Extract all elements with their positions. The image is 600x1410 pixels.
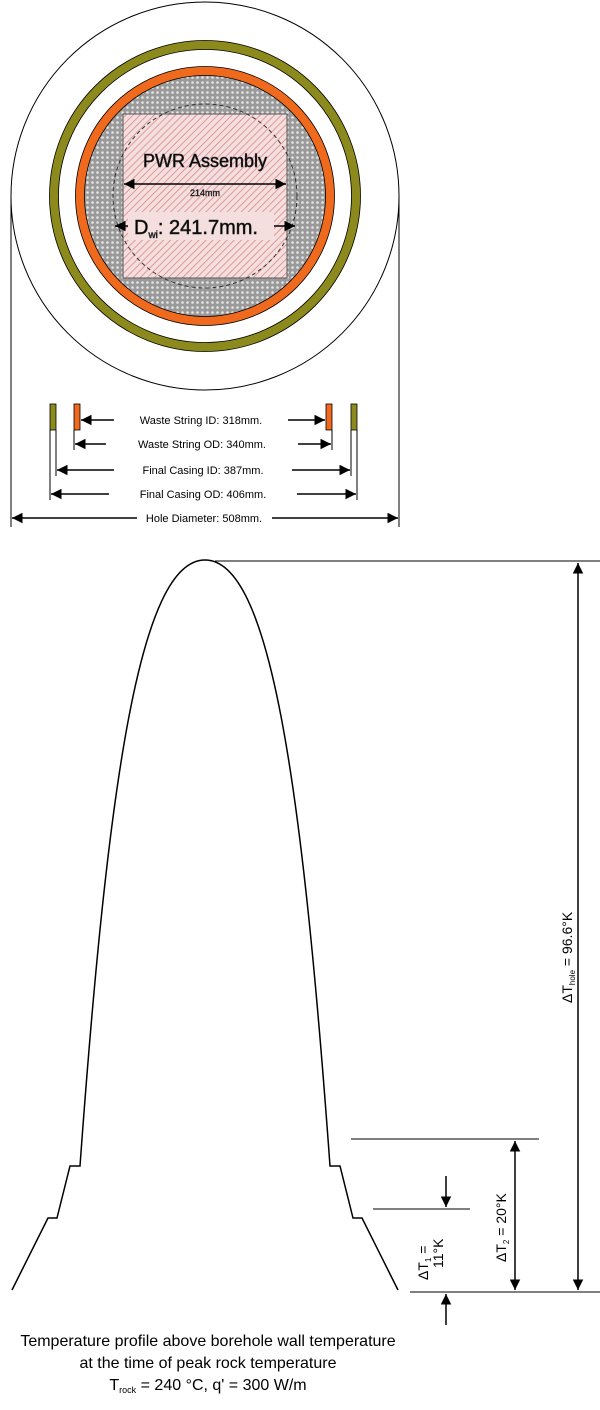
right-waste-marker: [325, 403, 333, 431]
right-casing-marker: [350, 403, 358, 431]
dt-hole-label: ΔThole = 96.6°K: [559, 911, 577, 1003]
pwr-assembly-label: PWR Assembly: [143, 151, 267, 171]
cross-section: PWR Assembly 214mm Dwi: 241.7mm.: [10, 1, 400, 391]
dt-hole-subscript: hole: [568, 969, 577, 985]
dt1-subscript: 1: [424, 1257, 433, 1262]
dt2-symbol: ΔT: [493, 1244, 509, 1262]
left-casing-marker: [49, 403, 57, 431]
caption-t-symbol: T: [109, 1377, 119, 1394]
waste-string-od-label: Waste String OD: 340mm.: [138, 439, 266, 451]
waste-inner-diameter-symbol: D: [134, 217, 148, 239]
pwr-assembly-square: [122, 113, 288, 279]
dimension-lines: Waste String ID: 318mm. Waste String OD:…: [10, 196, 400, 527]
dt1-value: =: [415, 1246, 431, 1258]
temperature-profile-curve: [11, 559, 399, 1291]
waste-inner-diameter-value: : 241.7mm.: [158, 217, 258, 239]
assembly-width-label: 214mm: [190, 188, 220, 198]
dt2-label: ΔT2 = 20°K: [493, 1193, 511, 1262]
waste-string-id-label: Waste String ID: 318mm.: [140, 415, 262, 427]
caption-line-1: Temperature profile above borehole wall …: [20, 1333, 395, 1350]
dt1-symbol: ΔT: [415, 1262, 431, 1280]
left-waste-marker: [73, 403, 81, 431]
final-casing-inner-edge: [58, 49, 352, 343]
assembly-envelope-circle: [112, 103, 298, 289]
caption-line-3: Trock = 240 °C, q' = 300 W/m: [109, 1377, 306, 1395]
caption-rock-subscript: rock: [119, 1385, 137, 1395]
dt1-label: ΔT1 =: [415, 1246, 433, 1280]
dt1-label-line2: 11°K: [430, 1238, 446, 1268]
final-casing-od-label: Final Casing OD: 406mm.: [140, 489, 267, 501]
final-casing-outer-edge: [49, 40, 361, 352]
dt-hole-symbol: ΔT: [559, 985, 575, 1003]
caption-conditions: = 240 °C, q' = 300 W/m: [136, 1377, 306, 1394]
waste-inner-diameter-label-bg: [128, 212, 274, 240]
dt2-value: = 20°K: [493, 1193, 509, 1240]
caption-line-2: at the time of peak rock temperature: [79, 1355, 336, 1372]
final-casing-id-label: Final Casing ID: 387mm.: [142, 465, 263, 477]
waste-inner-diameter-subscript: wi: [147, 230, 157, 241]
waste-string-inner-edge: [84, 75, 326, 317]
final-casing-ring: [49, 40, 361, 352]
dt2-subscript: 2: [502, 1239, 511, 1244]
hole-diameter-label: Hole Diameter: 508mm.: [146, 513, 262, 525]
temperature-profile: ΔThole = 96.6°K ΔT2 = 20°K ΔT1 = 11°K: [11, 559, 600, 1325]
waste-string-outer-edge: [75, 66, 335, 326]
figure-caption: Temperature profile above borehole wall …: [20, 1333, 395, 1395]
dt-hole-value: = 96.6°K: [559, 911, 575, 970]
waste-inner-diameter-label: Dwi: 241.7mm.: [134, 217, 258, 241]
